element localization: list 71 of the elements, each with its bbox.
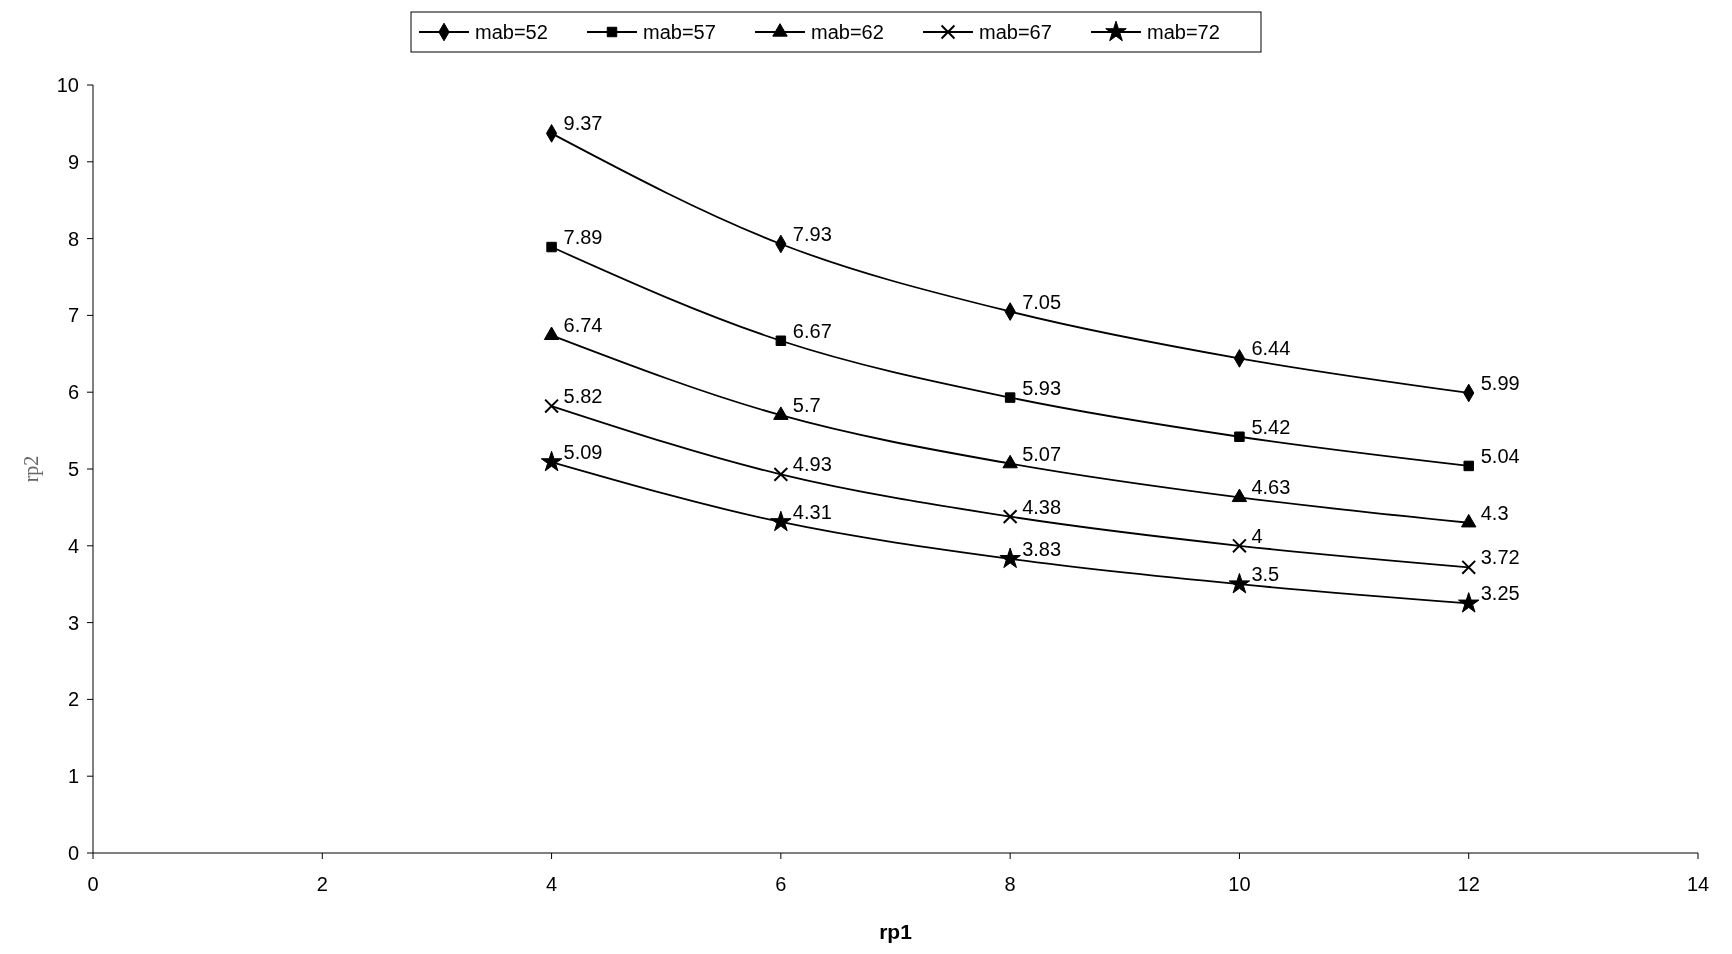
y-tick-label: 9 bbox=[67, 150, 79, 173]
y-tick-label: 1 bbox=[67, 765, 79, 788]
point bbox=[546, 241, 557, 253]
data-label: 4.3 bbox=[1480, 501, 1509, 524]
legend-label: mab=62 bbox=[811, 21, 884, 43]
point bbox=[1004, 392, 1016, 403]
x-tick-label: 4 bbox=[546, 873, 558, 895]
data-label: 6.67 bbox=[792, 319, 832, 342]
x-tick-label: 6 bbox=[775, 873, 787, 895]
point bbox=[773, 406, 789, 420]
point bbox=[999, 547, 1021, 569]
data-label: 5.04 bbox=[1480, 444, 1520, 467]
data-label: 5.99 bbox=[1480, 371, 1520, 394]
x-tick-label: 10 bbox=[1228, 873, 1251, 895]
legend-label: mab=72 bbox=[1147, 21, 1220, 43]
point bbox=[773, 466, 789, 482]
data-label: 4.38 bbox=[1022, 495, 1062, 518]
point bbox=[1231, 538, 1247, 554]
data-label: 3.83 bbox=[1022, 537, 1062, 560]
data-label: 5.09 bbox=[563, 441, 603, 464]
data-label: 9.37 bbox=[563, 112, 603, 135]
data-label: 5.42 bbox=[1251, 415, 1291, 438]
y-tick-label: 0 bbox=[67, 842, 79, 864]
point bbox=[544, 398, 560, 414]
data-label: 4.93 bbox=[792, 453, 832, 476]
data-label: 5.7 bbox=[792, 394, 821, 417]
x-tick-label: 12 bbox=[1457, 873, 1480, 895]
y-tick-label: 6 bbox=[67, 381, 79, 404]
point bbox=[540, 450, 563, 472]
point bbox=[543, 326, 560, 341]
point bbox=[1002, 509, 1018, 525]
data-label: 7.93 bbox=[792, 222, 832, 245]
point bbox=[1463, 460, 1474, 472]
point bbox=[1228, 572, 1251, 594]
legend-label: mab=67 bbox=[979, 21, 1052, 43]
y-tick-label: 4 bbox=[67, 534, 79, 557]
y-tick-label: 10 bbox=[56, 74, 79, 96]
data-label: 5.82 bbox=[563, 385, 603, 408]
point bbox=[775, 335, 787, 346]
point bbox=[1461, 559, 1477, 575]
data-label: 4.63 bbox=[1251, 476, 1291, 499]
data-label: 3.5 bbox=[1251, 563, 1280, 586]
y-tick-label: 5 bbox=[67, 458, 79, 480]
point bbox=[1461, 513, 1477, 528]
y-tick-label: 2 bbox=[67, 688, 79, 711]
x-tick-label: 2 bbox=[316, 873, 328, 895]
y-tick-label: 3 bbox=[67, 611, 79, 634]
data-label: 3.25 bbox=[1480, 582, 1520, 605]
point bbox=[1457, 592, 1480, 613]
point bbox=[1002, 454, 1018, 469]
point bbox=[1231, 488, 1248, 503]
data-label: 4.31 bbox=[792, 500, 832, 523]
data-label: 7.89 bbox=[563, 226, 603, 249]
data-label: 5.93 bbox=[1022, 376, 1062, 399]
x-tick-label: 14 bbox=[1686, 873, 1710, 895]
legend-label: mab=52 bbox=[475, 21, 548, 43]
x-tick-label: 8 bbox=[1004, 873, 1016, 895]
x-axis-title: rp1 bbox=[879, 920, 913, 943]
y-tick-label: 8 bbox=[67, 227, 79, 250]
data-label: 6.74 bbox=[563, 314, 603, 337]
y-axis-title: rp2 bbox=[20, 455, 43, 483]
x-tick-label: 0 bbox=[87, 873, 99, 895]
point bbox=[770, 510, 792, 532]
data-label: 4 bbox=[1251, 524, 1263, 547]
data-label: 7.05 bbox=[1022, 290, 1062, 313]
y-tick-label: 7 bbox=[67, 304, 79, 327]
point bbox=[1234, 431, 1245, 442]
legend-label: mab=57 bbox=[643, 21, 716, 43]
data-label: 5.07 bbox=[1022, 442, 1062, 465]
data-label: 3.72 bbox=[1480, 546, 1520, 569]
data-label: 6.44 bbox=[1251, 337, 1291, 360]
